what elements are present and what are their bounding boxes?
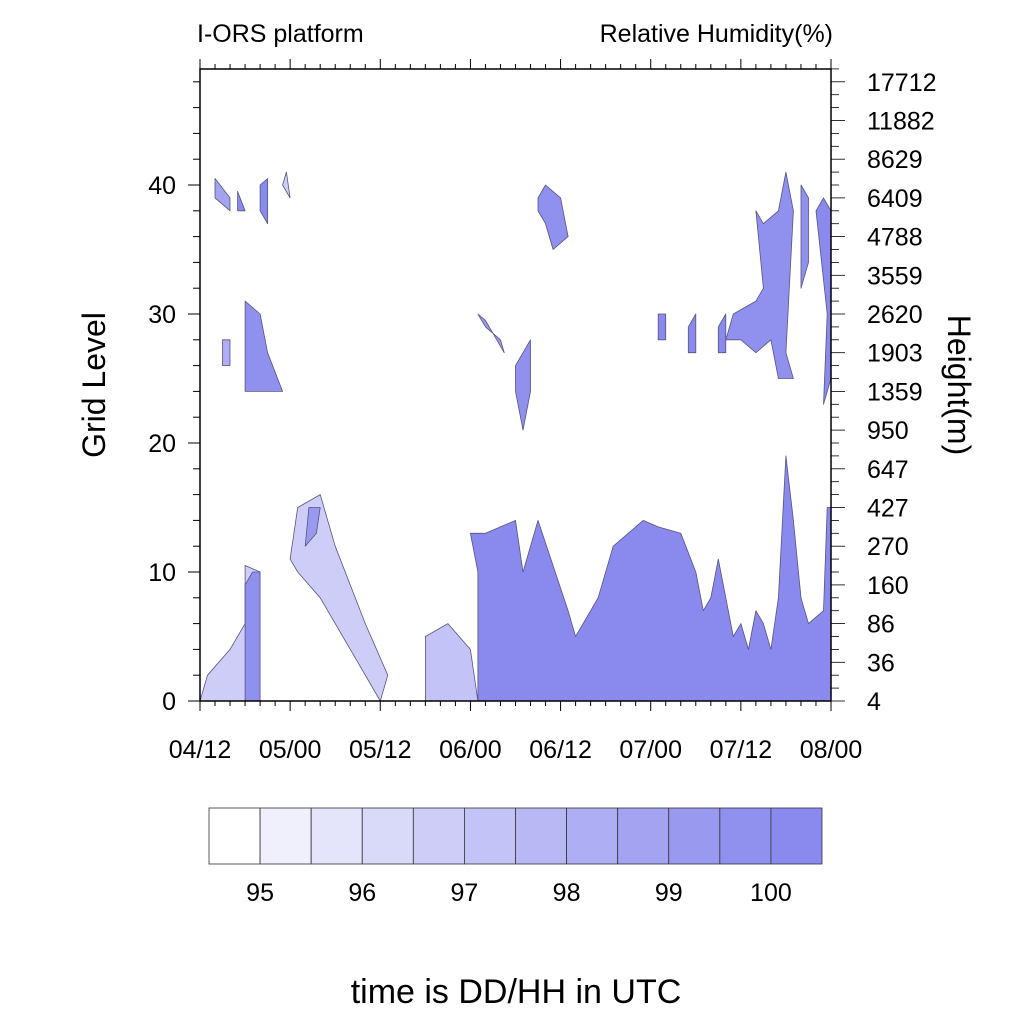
colorbar-box	[770, 807, 823, 865]
x-tick-label: 06/00	[439, 736, 502, 764]
y-tick-label: 0	[162, 688, 176, 716]
y-tick-label: 10	[148, 559, 176, 587]
height-tick-label: 17712	[867, 69, 937, 97]
humidity-contour-region	[259, 178, 269, 225]
humidity-contour-region	[717, 313, 727, 354]
height-tick-label: 2620	[867, 301, 923, 329]
height-tick-labels: 4 36 86 160 270 427 647 950 1359 1903 2620 3559 4788…	[867, 69, 937, 716]
height-tick-label: 11882	[867, 108, 935, 136]
humidity-contour-region	[237, 190, 246, 212]
humidity-contour-region	[289, 494, 389, 702]
height-tick-label: 86	[867, 611, 895, 639]
y-tick-label: 20	[148, 430, 176, 458]
humidity-contour-region	[244, 571, 261, 702]
humidity-contour-region	[469, 455, 832, 702]
colorbar-box	[566, 807, 619, 865]
humidity-contour-region	[537, 184, 569, 250]
colorbar-box	[617, 807, 670, 865]
colorbar-box	[310, 807, 363, 865]
colorbar-label: 100	[750, 879, 792, 907]
height-tick-label: 1903	[867, 340, 923, 368]
colorbar-label: 98	[553, 879, 581, 907]
colorbar-label: 97	[451, 879, 479, 907]
colorbar-labels: 95 96 97 98 99 100	[246, 879, 792, 907]
x-tick-label: 07/12	[710, 736, 773, 764]
contour-fills	[199, 171, 832, 702]
x-axis-label: time is DD/HH in UTC	[351, 973, 682, 1011]
height-tick-label: 8629	[867, 146, 923, 174]
height-tick-label: 1359	[867, 378, 923, 406]
humidity-contour-region	[244, 300, 284, 392]
y-tick-label: 40	[148, 172, 176, 200]
humidity-contour-region	[477, 313, 505, 354]
colorbar-box	[361, 807, 414, 865]
y-tick-labels: 0 10 20 30 40	[148, 172, 176, 716]
humidity-contour-region	[304, 507, 321, 547]
height-tick-label: 160	[867, 572, 909, 600]
height-tick-label: 6409	[867, 185, 923, 213]
x-tick-label: 07/00	[619, 736, 682, 764]
colorbar	[208, 807, 823, 865]
humidity-contour-region	[282, 171, 291, 199]
axis-ticks	[188, 59, 845, 711]
colorbar-label: 99	[655, 879, 683, 907]
height-tick-label: 3559	[867, 262, 923, 290]
colorbar-box	[208, 807, 261, 865]
x-tick-label: 05/00	[259, 736, 322, 764]
height-tick-label: 950	[867, 417, 909, 445]
humidity-contour-region	[657, 313, 667, 341]
humidity-contour-region	[687, 313, 697, 354]
title-left: I-ORS platform	[197, 20, 364, 48]
colorbar-label: 96	[348, 879, 376, 907]
x-tick-label: 04/12	[169, 736, 232, 764]
x-tick-label: 05/12	[349, 736, 412, 764]
height-tick-label: 4788	[867, 224, 923, 252]
humidity-contour-region	[800, 184, 809, 289]
y-axis-label-right: Height(m)	[941, 315, 977, 455]
x-tick-labels: 04/12 05/00 05/12 06/00 06/12 07/00 07/12 08/00	[169, 736, 863, 764]
colorbar-box	[464, 807, 516, 865]
colorbar-box	[515, 807, 567, 865]
humidity-contour-region	[725, 171, 794, 379]
height-tick-label: 270	[867, 533, 909, 561]
height-tick-label: 427	[867, 495, 909, 523]
humidity-contour-region	[214, 178, 231, 212]
colorbar-box	[719, 807, 772, 865]
humidity-contour-region	[222, 339, 231, 367]
height-tick-label: 647	[867, 456, 909, 484]
colorbar-box	[668, 807, 721, 865]
humidity-contour-region	[424, 623, 479, 702]
height-tick-label: 36	[867, 649, 895, 677]
height-tick-label: 4	[867, 688, 881, 716]
colorbar-label: 95	[246, 879, 274, 907]
y-tick-label: 30	[148, 301, 176, 329]
x-tick-label: 06/12	[529, 736, 592, 764]
colorbar-box	[259, 807, 312, 865]
humidity-contour-region	[815, 197, 832, 405]
title-right: Relative Humidity(%)	[600, 20, 833, 48]
humidity-contour-region	[515, 339, 531, 431]
y-axis-label: Grid Level	[76, 312, 112, 458]
colorbar-box	[412, 807, 465, 865]
x-tick-label: 08/00	[800, 736, 863, 764]
